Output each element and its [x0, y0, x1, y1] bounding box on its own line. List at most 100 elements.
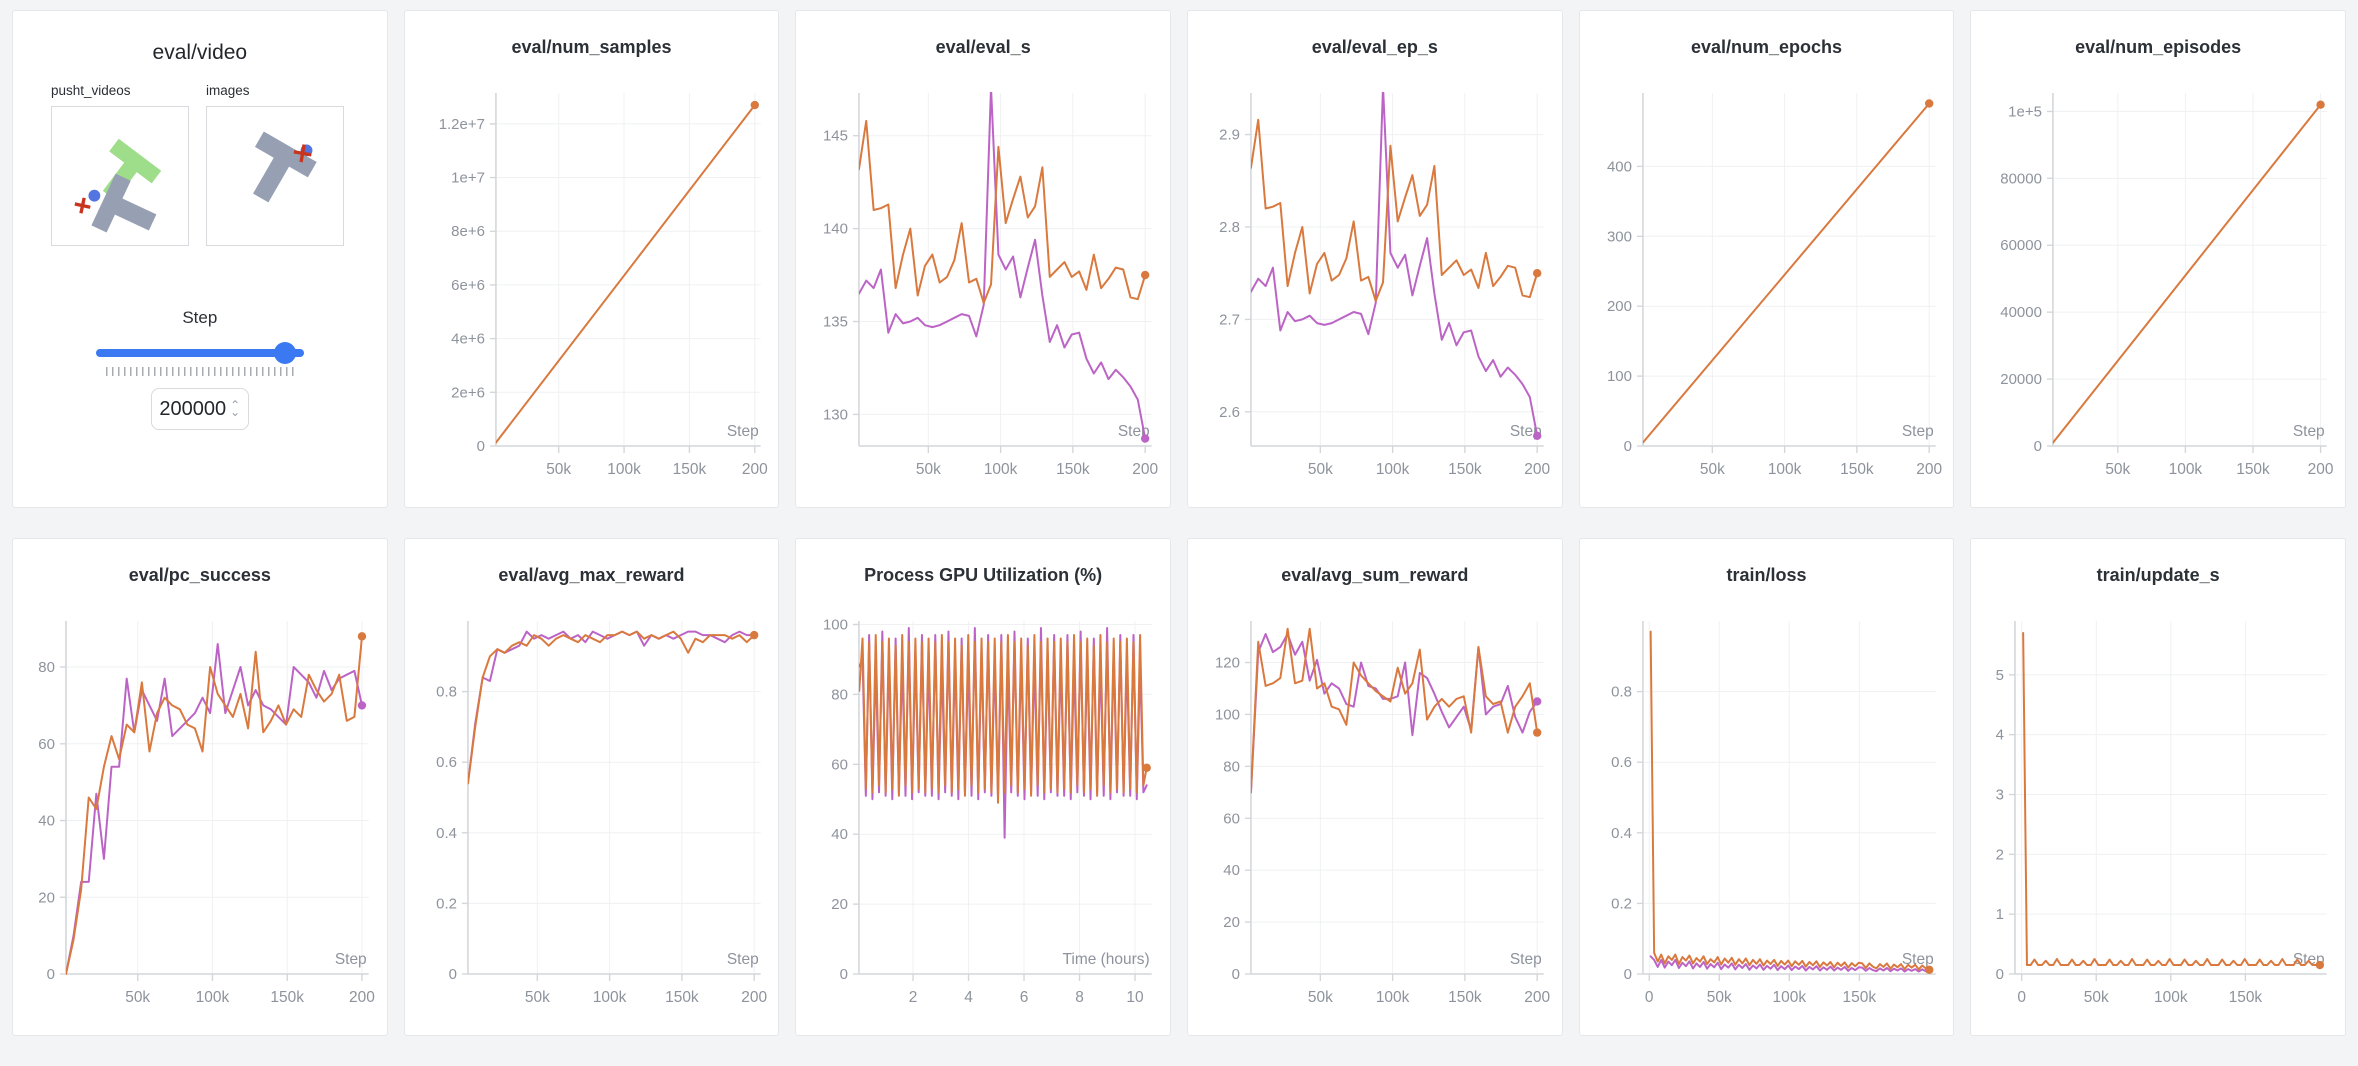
- svg-text:100k: 100k: [1767, 461, 1801, 478]
- svg-text:0: 0: [1623, 966, 1631, 983]
- svg-text:Step: Step: [1510, 951, 1542, 968]
- svg-text:80: 80: [38, 659, 55, 676]
- svg-text:20000: 20000: [2001, 371, 2043, 388]
- svg-text:50k: 50k: [1308, 461, 1333, 478]
- svg-text:140: 140: [823, 221, 848, 238]
- svg-text:150k: 150k: [1842, 989, 1876, 1006]
- panel-eval-eval-s[interactable]: eval/eval_s 130 135 140 145 50k 100k 150k 200 St…: [795, 10, 1171, 508]
- svg-text:50k: 50k: [546, 461, 571, 478]
- svg-text:0.6: 0.6: [436, 754, 457, 771]
- svg-text:145: 145: [823, 128, 848, 145]
- line-chart-eval-eval-s[interactable]: 130 135 140 145 50k 100k 150k 200 Step: [796, 68, 1170, 488]
- chart-title: eval/num_epochs: [1690, 37, 1843, 57]
- svg-text:100k: 100k: [1376, 989, 1410, 1006]
- line-chart-gpu-utilization[interactable]: 0 20 40 60 80 100 2 4 6 8 10 Time (hours): [796, 596, 1170, 1016]
- panel-train-update-s[interactable]: train/update_s 0 1 2 3 4 5 0 50k 100k 150k Step: [1970, 538, 2346, 1036]
- svg-text:1e+7: 1e+7: [451, 170, 485, 187]
- svg-text:0: 0: [840, 966, 848, 983]
- panel-eval-num-samples[interactable]: eval/num_samples 0 2e+6 4e+6 6e+6 8e+6 1e+7 1.…: [403, 10, 780, 508]
- svg-text:2.9: 2.9: [1219, 127, 1240, 144]
- line-chart-eval-num-samples[interactable]: 0 2e+6 4e+6 6e+6 8e+6 1e+7 1.2e+7 50k 100k 150k 20…: [405, 68, 779, 488]
- svg-text:4: 4: [1996, 727, 2004, 744]
- svg-text:40: 40: [38, 813, 55, 830]
- step-input[interactable]: 200000 ⌃ ⌄: [150, 388, 249, 430]
- stepper: ⌃ ⌄: [230, 398, 241, 419]
- line-chart-eval-pc-success[interactable]: 0 20 40 60 80 50k 100k 150k 200 Step: [13, 596, 387, 1016]
- panel-eval-avg-sum-reward[interactable]: eval/avg_sum_reward 0 20 40 60 80 100 120 50k 10…: [1186, 538, 1563, 1036]
- stepper-down-icon[interactable]: ⌄: [230, 405, 241, 419]
- svg-text:0: 0: [448, 966, 456, 983]
- chart-title: eval/avg_max_reward: [498, 565, 685, 585]
- svg-text:2.7: 2.7: [1219, 311, 1240, 328]
- slider-ruler: [105, 367, 294, 376]
- svg-text:80: 80: [832, 686, 849, 703]
- svg-text:200: 200: [349, 989, 375, 1006]
- gray-t-shape: [253, 131, 317, 203]
- svg-text:1.2e+7: 1.2e+7: [438, 116, 484, 133]
- images-thumbnail[interactable]: [206, 106, 344, 246]
- panel-eval-video[interactable]: eval/video pusht_videos: [12, 10, 388, 508]
- svg-text:2e+6: 2e+6: [451, 384, 485, 401]
- stepper-up-icon[interactable]: ⌃: [230, 398, 241, 412]
- panel-train-loss[interactable]: train/loss 0 0.2 0.4 0.6 0.8 0 50k 100k 150k Step: [1578, 538, 1955, 1036]
- panel-eval-eval-ep-s[interactable]: eval/eval_ep_s 2.6 2.7 2.8 2.9 50k 100k 150k 20…: [1186, 10, 1563, 508]
- pusht-video-thumbnail[interactable]: [51, 106, 189, 246]
- step-slider[interactable]: [95, 342, 304, 364]
- svg-text:50k: 50k: [1308, 989, 1333, 1006]
- svg-text:4: 4: [965, 989, 974, 1006]
- svg-text:0: 0: [1232, 966, 1240, 983]
- pusht-image-render: [253, 131, 317, 203]
- line-chart-eval-avg-sum-reward[interactable]: 0 20 40 60 80 100 120 50k 100k 150k 200 Step: [1188, 596, 1562, 1016]
- media-images: images: [206, 83, 344, 246]
- step-slider-label: Step: [182, 308, 218, 327]
- svg-text:200: 200: [1607, 298, 1632, 315]
- svg-text:200: 200: [1916, 461, 1942, 478]
- svg-text:60000: 60000: [2001, 237, 2043, 254]
- svg-text:100k: 100k: [2154, 989, 2188, 1006]
- svg-text:150k: 150k: [1056, 461, 1090, 478]
- chart-title: Process GPU Utilization (%): [864, 565, 1103, 585]
- panel-gpu-utilization[interactable]: Process GPU Utilization (%) 0 20 40 60 80 100…: [795, 538, 1171, 1036]
- target-cross-icon: [293, 144, 312, 163]
- svg-text:Step: Step: [727, 951, 759, 968]
- line-chart-train-loss[interactable]: 0 0.2 0.4 0.6 0.8 0 50k 100k 150k Step: [1580, 596, 1954, 1016]
- svg-text:60: 60: [1223, 810, 1240, 827]
- pusht-render: [74, 138, 162, 233]
- gray-t-shape: [91, 173, 157, 233]
- svg-text:Step: Step: [335, 951, 367, 968]
- svg-text:300: 300: [1607, 228, 1632, 245]
- svg-text:0.8: 0.8: [436, 684, 457, 701]
- svg-text:100: 100: [1215, 706, 1240, 723]
- chart-title: train/update_s: [2096, 565, 2220, 585]
- svg-text:100: 100: [1607, 368, 1632, 385]
- slider-track[interactable]: [95, 349, 304, 357]
- panel-eval-pc-success[interactable]: eval/pc_success 0 20 40 60 80 50k 100k 150k 200 S…: [12, 538, 388, 1036]
- panel-eval-num-epochs[interactable]: eval/num_epochs 0 100 200 300 400 50k 100k 150k…: [1578, 10, 1955, 508]
- svg-text:8e+6: 8e+6: [451, 223, 485, 240]
- panel-eval-avg-max-reward[interactable]: eval/avg_max_reward 0 0.2 0.4 0.6 0.8 50k 100k…: [403, 538, 780, 1036]
- svg-text:20: 20: [38, 889, 55, 906]
- svg-text:40: 40: [1223, 862, 1240, 879]
- line-chart-eval-num-epochs[interactable]: 0 100 200 300 400 50k 100k 150k 200 Step: [1580, 68, 1954, 488]
- slider-knob[interactable]: [273, 342, 296, 364]
- svg-text:200: 200: [741, 989, 767, 1006]
- panel-eval-num-episodes[interactable]: eval/num_episodes 0 20000 40000 60000 80000 1…: [1970, 10, 2346, 508]
- svg-text:0: 0: [1623, 438, 1631, 455]
- svg-text:5: 5: [1996, 667, 2004, 684]
- line-chart-eval-num-episodes[interactable]: 0 20000 40000 60000 80000 1e+5 50k 100k 150k 200 S…: [1971, 68, 2345, 488]
- svg-text:150k: 150k: [672, 461, 706, 478]
- svg-text:100k: 100k: [592, 989, 626, 1006]
- chart-title: eval/eval_s: [935, 37, 1031, 57]
- svg-text:135: 135: [823, 314, 848, 331]
- svg-text:Step: Step: [727, 423, 759, 440]
- svg-text:50k: 50k: [916, 461, 941, 478]
- agent-dot: [88, 189, 101, 202]
- svg-text:2: 2: [1996, 846, 2004, 863]
- svg-text:200: 200: [1524, 461, 1550, 478]
- svg-text:40000: 40000: [2001, 304, 2043, 321]
- line-chart-eval-avg-max-reward[interactable]: 0 0.2 0.4 0.6 0.8 50k 100k 150k 200 Step: [405, 596, 779, 1016]
- svg-text:100k: 100k: [196, 989, 230, 1006]
- svg-text:0.6: 0.6: [1611, 754, 1632, 771]
